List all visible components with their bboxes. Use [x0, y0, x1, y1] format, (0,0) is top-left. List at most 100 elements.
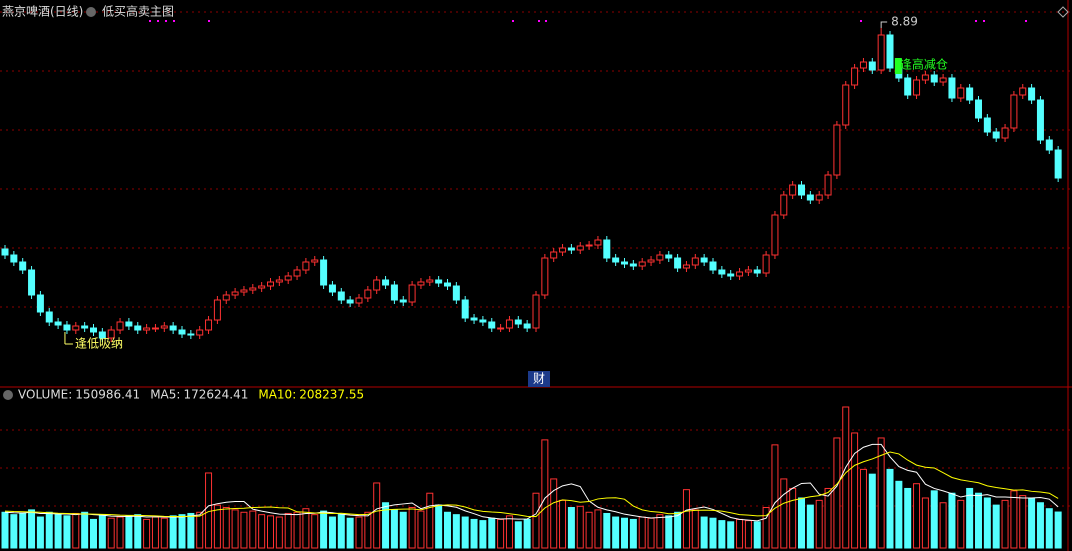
candle-body	[452, 285, 460, 301]
candle-body	[559, 247, 567, 253]
finance-label[interactable]: 财	[533, 372, 545, 386]
candle-body	[851, 67, 859, 86]
volume-bar	[1028, 497, 1036, 549]
menu-icon[interactable]	[1057, 6, 1069, 18]
dropdown-icon[interactable]	[3, 390, 13, 400]
candle-body	[1036, 99, 1044, 141]
candle-body	[320, 259, 328, 286]
candle-body	[1001, 127, 1009, 139]
candle-body	[444, 282, 451, 287]
candle-body	[461, 299, 469, 319]
candle-body	[1010, 94, 1018, 129]
volume-bar	[45, 511, 53, 549]
candle-body	[612, 257, 620, 263]
candle-body	[700, 257, 708, 263]
volume-bar	[267, 515, 274, 549]
volume-bar	[275, 516, 283, 549]
candle-body	[36, 294, 44, 313]
volume-bar	[107, 517, 115, 549]
buy-signal: 逢低吸纳	[75, 337, 123, 351]
candle-body	[355, 297, 363, 304]
volume-bar	[408, 507, 416, 549]
candle-body	[505, 319, 513, 329]
legend-value: 172624.41	[183, 388, 248, 402]
volume-bar	[603, 512, 611, 549]
volume-bar	[382, 502, 390, 549]
candle-body	[983, 117, 991, 133]
candle-body	[815, 194, 823, 201]
volume-bar	[196, 511, 204, 549]
volume-bar	[877, 437, 885, 549]
volume-bar	[151, 516, 159, 549]
volume-bar	[780, 478, 788, 549]
volume-bar	[284, 512, 292, 549]
volume-bar	[505, 515, 513, 549]
candle-body	[744, 269, 752, 273]
volume-bar	[868, 473, 876, 549]
volume-bar	[727, 521, 735, 549]
volume-bar	[28, 509, 36, 549]
volume-bar	[709, 517, 717, 549]
volume-bar	[824, 487, 832, 549]
candle-body	[435, 279, 443, 284]
candle-body	[629, 263, 637, 267]
signal-dots	[149, 20, 1027, 22]
candle-body	[72, 325, 80, 331]
candle-body	[337, 291, 345, 301]
candle-body	[249, 287, 257, 291]
candle-body	[886, 34, 894, 69]
finance-badge[interactable]	[528, 371, 550, 387]
candle-body	[975, 99, 982, 119]
volume-bar	[638, 516, 646, 549]
candle-body	[125, 321, 133, 327]
candle-body	[222, 294, 230, 301]
volume-bar	[718, 520, 726, 549]
candle-body	[789, 184, 797, 196]
volume-bar	[373, 482, 381, 549]
sell-signal: 逢高减仓	[900, 57, 948, 72]
volume-bar	[842, 406, 850, 549]
candle-body	[470, 317, 478, 321]
volume-bar	[753, 521, 761, 549]
candle-body	[957, 87, 965, 99]
volume-bar	[992, 504, 1000, 549]
candle-body	[921, 74, 929, 81]
candle-body	[258, 285, 266, 289]
candle-body	[231, 291, 239, 296]
volume-bar	[674, 511, 682, 549]
candle-body	[169, 325, 177, 331]
volume-bar	[426, 492, 434, 549]
candle-body	[19, 261, 27, 271]
volume-bar	[444, 511, 451, 549]
legend-value: 208237.55	[299, 388, 364, 402]
candle-body	[382, 279, 390, 286]
volume-bar	[63, 515, 71, 549]
volume-bar	[337, 514, 345, 549]
volume-bar	[143, 518, 151, 549]
candle-body	[1045, 139, 1053, 151]
candle-body	[691, 257, 699, 266]
volume-bar	[789, 487, 797, 549]
candle-body	[868, 61, 876, 71]
candle-body	[523, 323, 531, 329]
volume-bar	[921, 497, 929, 549]
candle-body	[904, 77, 912, 96]
volume-bar	[258, 514, 266, 549]
volume-bar	[744, 520, 752, 549]
volume-bar	[948, 492, 956, 549]
candle-body	[966, 87, 974, 101]
candle-body	[45, 311, 53, 323]
candle-body	[302, 261, 310, 271]
volume-bar	[311, 514, 319, 549]
candle-body	[567, 247, 575, 251]
volume-bar	[576, 505, 584, 549]
candle-body	[399, 299, 407, 303]
candle-body	[284, 275, 292, 281]
candle-body	[417, 281, 425, 286]
dropdown-icon[interactable]	[86, 7, 96, 17]
candle-body	[328, 284, 336, 293]
volume-bar	[187, 512, 195, 549]
candle-body	[187, 333, 195, 336]
